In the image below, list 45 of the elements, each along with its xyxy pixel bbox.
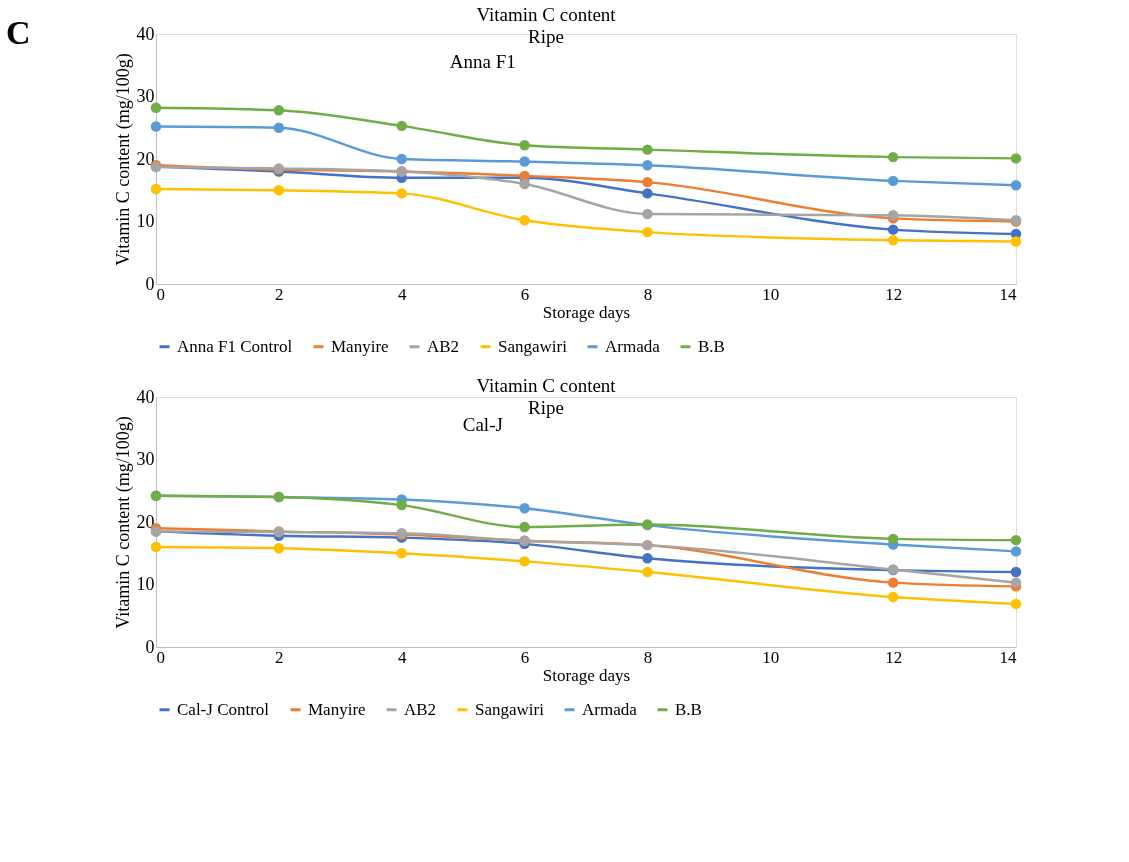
x-tick-label: 8 — [643, 647, 653, 667]
legend-label: Anna F1 Control — [177, 336, 293, 356]
y-axis-title: Vitamin C content (mg/100g) — [112, 53, 134, 266]
y-tick-label: 40 — [136, 23, 155, 44]
legend-label: Armada — [605, 336, 661, 356]
x-tick-label: 12 — [885, 284, 903, 304]
legend-label: Armada — [582, 699, 638, 719]
annotation: Cal-J — [462, 414, 503, 435]
x-tick-label: 14 — [999, 647, 1017, 667]
x-tick-label: 4 — [397, 647, 407, 667]
x-tick-label: 2 — [275, 647, 284, 667]
y-tick-label: 20 — [136, 511, 155, 532]
annotation: Anna F1 — [449, 51, 516, 72]
chart-subtitle: Ripe — [528, 397, 564, 418]
x-tick-label: 14 — [999, 284, 1017, 304]
x-tick-label: 6 — [520, 284, 530, 304]
y-tick-label: 30 — [136, 449, 155, 469]
x-tick-label: 12 — [885, 647, 903, 667]
x-axis-title: Storage days — [542, 665, 631, 685]
x-tick-label: 10 — [762, 284, 780, 304]
y-tick-label: 30 — [136, 86, 155, 106]
legend-label: Sangawiri — [498, 336, 568, 356]
y-tick-label: 10 — [136, 211, 155, 231]
chart-title: Vitamin C content — [476, 375, 617, 396]
legend-label: B.B — [698, 336, 725, 356]
legend-label: Cal-J Control — [177, 699, 270, 719]
text: C — [6, 14, 31, 51]
x-tick-label: 6 — [520, 647, 530, 667]
y-tick-label: 10 — [136, 574, 155, 594]
legend-label: Manyire — [308, 699, 366, 719]
chart-title: Vitamin C content — [476, 4, 617, 25]
legend-label: Manyire — [331, 336, 389, 356]
y-tick-label: 40 — [136, 386, 155, 407]
legend-label: B.B — [675, 699, 702, 719]
x-tick-label: 10 — [762, 647, 780, 667]
x-tick-label: 8 — [643, 284, 653, 304]
x-tick-label: 2 — [275, 284, 284, 304]
x-axis-title: Storage days — [542, 302, 631, 322]
x-tick-label: 4 — [397, 284, 407, 304]
legend-label: Sangawiri — [475, 699, 545, 719]
chart-subtitle: Ripe — [528, 26, 564, 47]
legend-label: AB2 — [427, 336, 460, 356]
y-tick-label: 20 — [136, 148, 155, 169]
y-axis-title: Vitamin C content (mg/100g) — [112, 416, 134, 629]
legend-label: AB2 — [404, 699, 437, 719]
